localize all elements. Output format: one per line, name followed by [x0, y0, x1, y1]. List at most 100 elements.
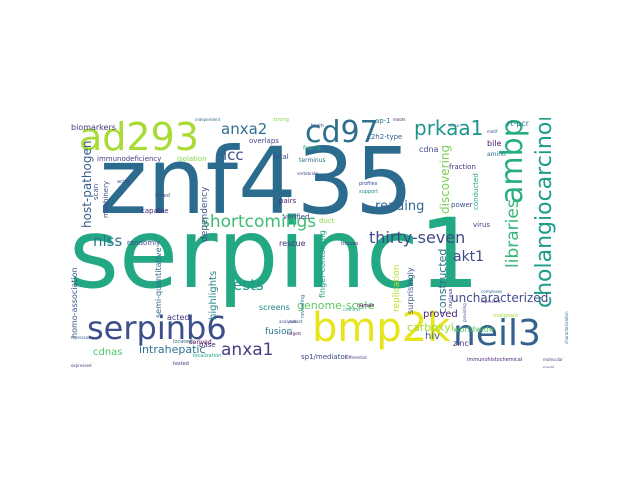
- word-bmp2k: bmp2k: [312, 305, 451, 351]
- word-ap-1: ap-1: [375, 118, 391, 125]
- word-replication: replication: [392, 264, 402, 312]
- word-reading: reading: [375, 199, 425, 214]
- word-thirty-seven: thirty-seven: [369, 228, 466, 247]
- word-cd97: cd97: [305, 118, 379, 150]
- word-virus: virus: [473, 221, 491, 229]
- word-shortcomings: shortcomings: [201, 212, 317, 232]
- word-localization: localization: [193, 353, 222, 359]
- word-providing: providing: [462, 303, 467, 322]
- word-frame: frame: [303, 145, 321, 152]
- word-c2h2-type: c2h2-type: [367, 133, 403, 141]
- word-novel: novel: [543, 365, 554, 369]
- word-linked: linked: [155, 193, 170, 199]
- word-base: base: [199, 341, 216, 349]
- word-tissues: tissues: [341, 241, 359, 247]
- word-support: support: [359, 189, 379, 195]
- word-worldwide: worldwide: [453, 325, 494, 334]
- word-expressed: expressed: [71, 363, 92, 368]
- word-finger-containing: finger-containing: [318, 230, 327, 298]
- word-malignant: malignant: [493, 313, 519, 319]
- word-molecular: molecular: [543, 357, 563, 362]
- word-identified: identified: [429, 305, 448, 310]
- word-brain: brain: [311, 123, 324, 129]
- word-prkaa1: prkaa1: [414, 118, 484, 140]
- word-icc: icc: [223, 146, 244, 164]
- word-revealing: revealing: [300, 294, 306, 318]
- word-rescue: rescue: [279, 239, 306, 248]
- word-differential: differential: [345, 355, 367, 360]
- word-serpinb6: serpinb6: [87, 309, 227, 347]
- word-conducted: conducted: [472, 173, 480, 210]
- word-carboxyl: carboxyl: [407, 321, 454, 334]
- word-motif: motif: [487, 129, 498, 134]
- word-randomly: randomly: [127, 239, 161, 247]
- word-acted: acted: [167, 313, 190, 322]
- word-characterization: characterization: [564, 311, 569, 344]
- word-duct: duct: [319, 217, 335, 225]
- word-human: human: [357, 303, 375, 309]
- word-cholangiocarcinoma: cholangiocarcinoma: [532, 118, 557, 308]
- word-strong: strong: [273, 118, 289, 123]
- word-ambp: ambp: [495, 118, 530, 204]
- word-nucleus: nucleus: [448, 288, 454, 308]
- word-cdna: cdna: [419, 145, 439, 154]
- word-sp1-mediator: sp1/mediator: [301, 353, 348, 361]
- word-repressor: repressor: [71, 335, 90, 340]
- word-cdnas: cdnas: [93, 347, 123, 358]
- word-xirna: xirna: [449, 123, 460, 128]
- word-rt-pcr: rt-pcr: [507, 119, 530, 128]
- word-motifs: motifs: [393, 118, 406, 122]
- word-akt1: akt1: [453, 249, 485, 265]
- word-intrahepatic: intrahepatic: [139, 343, 206, 356]
- word-dependency: dependency: [200, 186, 210, 242]
- word-nlss: nlss: [93, 232, 123, 250]
- word-bile: bile: [487, 139, 502, 148]
- word-fraction: fraction: [449, 163, 476, 171]
- word-ad293: ad293: [79, 118, 199, 159]
- word-neil3: neil3: [453, 313, 541, 354]
- word-surprisingly: surprisingly: [406, 267, 415, 314]
- word-highlights: highlights: [208, 270, 219, 320]
- word-verified: verified: [283, 213, 310, 221]
- word-anxa1: anxa1: [221, 340, 274, 360]
- word-uncharacterized: uncharacterized: [451, 291, 549, 305]
- word-cloud: znf435 serpinc1 bmp2k serpinb6 neil3 ad2…: [69, 118, 571, 368]
- word-derived: derived: [189, 339, 212, 346]
- word-pairs: pairs: [279, 197, 297, 205]
- word-independent: independent: [195, 118, 221, 122]
- word-capable: capable: [141, 207, 169, 215]
- word-anxa2: anxa2: [221, 120, 268, 138]
- word-isolation: isolation: [177, 155, 207, 163]
- word-machinery: machinery: [102, 180, 110, 218]
- word-located: located: [173, 339, 192, 345]
- word-biomarkers: biomarkers: [71, 123, 116, 132]
- word-fusion: fusion: [265, 327, 293, 337]
- word-libraries: libraries: [503, 199, 523, 268]
- word-profiles: profiles: [359, 181, 378, 187]
- word-complexes: complexes: [481, 289, 503, 294]
- word-proved: proved: [423, 309, 458, 320]
- word-overlaps: overlaps: [249, 137, 279, 145]
- word-ests: ests: [233, 276, 264, 294]
- word-screens: screens: [259, 303, 290, 312]
- word-discovering: discovering: [438, 144, 452, 214]
- word-znf435: znf435: [99, 128, 414, 235]
- word-homo-association: homo-association: [70, 267, 79, 338]
- word-immunodeficiency: immunodeficiency: [97, 155, 162, 163]
- word-serpinc1: serpinc1: [69, 198, 480, 310]
- word-analyses: analyses: [279, 319, 297, 324]
- word-tested: tested: [173, 361, 189, 367]
- word-subset: subset: [289, 319, 303, 324]
- word-power: power: [451, 201, 473, 209]
- word-genome-scale: genome-scale: [297, 299, 375, 312]
- word-represent: represent: [481, 299, 501, 304]
- word-amino: amino: [487, 151, 506, 158]
- word-acids: acids: [117, 179, 130, 185]
- word-vertebrate: vertebrate: [297, 171, 319, 176]
- word-fetal: fetal: [273, 153, 289, 161]
- word-scan: scan: [92, 183, 100, 200]
- word-semi-quantitative: semi-quantitative: [154, 247, 163, 318]
- word-targets: targets: [287, 331, 302, 336]
- word-terminus: terminus: [299, 157, 326, 164]
- word-confirms: confirms: [343, 307, 361, 312]
